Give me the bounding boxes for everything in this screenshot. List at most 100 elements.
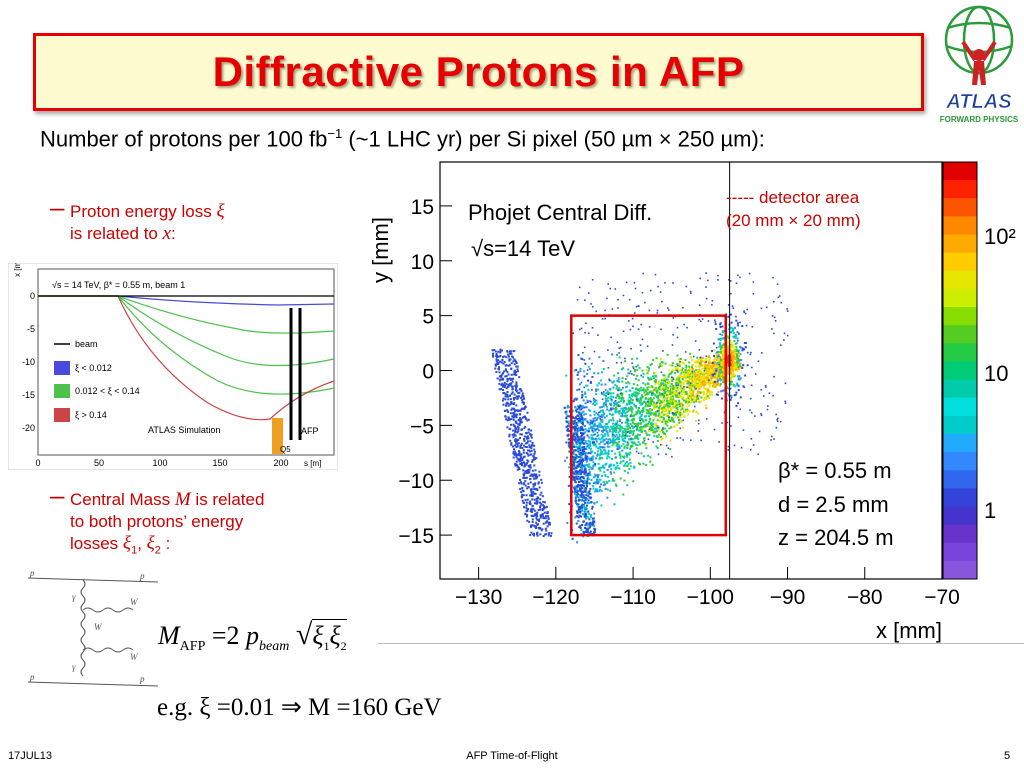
hit-point bbox=[658, 383, 661, 386]
hit-point bbox=[762, 395, 765, 397]
hit-point bbox=[675, 392, 678, 395]
hit-point bbox=[614, 383, 617, 386]
hit-point bbox=[523, 506, 526, 509]
hit-point bbox=[773, 375, 775, 378]
hit-point bbox=[514, 430, 517, 433]
hit-point bbox=[705, 272, 707, 274]
hit-point bbox=[523, 465, 526, 468]
hit-point bbox=[730, 396, 733, 399]
hit-point bbox=[585, 513, 588, 516]
simulation-credit: ATLAS Simulation bbox=[148, 425, 220, 435]
hit-point bbox=[645, 412, 648, 415]
hit-point bbox=[739, 396, 742, 399]
hit-point bbox=[705, 368, 708, 371]
hit-point bbox=[594, 444, 597, 447]
hit-point bbox=[645, 369, 648, 372]
hit-point bbox=[576, 512, 579, 515]
hit-point bbox=[662, 396, 665, 399]
hit-point bbox=[646, 345, 649, 348]
hit-point bbox=[614, 406, 617, 409]
hit-point bbox=[507, 378, 510, 381]
hit-point bbox=[613, 479, 616, 482]
hit-point bbox=[717, 361, 720, 364]
hit-point bbox=[637, 379, 640, 382]
hit-point bbox=[661, 361, 664, 364]
hit-point bbox=[586, 530, 589, 533]
hit-point bbox=[581, 390, 584, 393]
hit-point bbox=[646, 404, 649, 407]
hit-point bbox=[512, 373, 515, 376]
hit-point bbox=[589, 447, 592, 450]
colorbar-cell bbox=[943, 307, 977, 326]
hit-point bbox=[730, 425, 732, 427]
hit-point bbox=[645, 408, 648, 411]
hit-point bbox=[716, 381, 719, 384]
hit-point bbox=[683, 374, 686, 377]
hit-point bbox=[628, 468, 631, 471]
hit-point bbox=[638, 406, 641, 409]
hit-point bbox=[515, 389, 518, 392]
hit-point bbox=[737, 366, 740, 369]
hit-point bbox=[659, 384, 662, 387]
hit-point bbox=[722, 349, 725, 352]
hit-point bbox=[609, 402, 612, 405]
hit-point bbox=[665, 391, 668, 394]
hit-point bbox=[577, 519, 580, 522]
hit-point bbox=[651, 412, 654, 415]
hit-point bbox=[579, 432, 582, 435]
hit-point bbox=[539, 498, 542, 501]
hit-point bbox=[719, 355, 722, 358]
hit-point bbox=[740, 446, 743, 449]
hit-point bbox=[496, 363, 499, 366]
hit-point bbox=[582, 352, 584, 354]
hit-point bbox=[670, 409, 673, 412]
hit-point bbox=[501, 358, 504, 361]
hit-point bbox=[590, 420, 593, 423]
hit-point bbox=[786, 310, 789, 312]
hit-point bbox=[638, 305, 640, 307]
hit-point bbox=[635, 411, 638, 414]
hit-point bbox=[548, 523, 551, 526]
hit-point bbox=[668, 382, 671, 385]
hit-point bbox=[675, 403, 678, 406]
hit-point bbox=[681, 396, 684, 399]
hit-point bbox=[584, 396, 587, 399]
hit-point bbox=[642, 462, 645, 465]
hit-point bbox=[720, 366, 723, 369]
hit-point bbox=[501, 385, 504, 388]
hit-point bbox=[619, 426, 622, 429]
hit-point bbox=[506, 409, 509, 412]
hit-point bbox=[568, 422, 571, 425]
hit-point bbox=[589, 426, 592, 429]
hit-point bbox=[577, 405, 580, 408]
hit-point bbox=[510, 392, 513, 395]
hit-point bbox=[702, 374, 705, 377]
hit-point bbox=[713, 355, 716, 358]
hit-point bbox=[520, 453, 523, 456]
hit-point bbox=[652, 429, 655, 432]
hit-point bbox=[663, 404, 666, 407]
hit-point bbox=[602, 438, 605, 441]
hit-point bbox=[690, 390, 693, 393]
hit-point bbox=[615, 423, 618, 426]
hit-point bbox=[512, 411, 515, 414]
mass-formula: MAFP =2 pbeam √ξ1ξ2 bbox=[158, 618, 347, 655]
hit-point bbox=[649, 397, 652, 400]
hit-point bbox=[619, 418, 622, 421]
hit-point bbox=[607, 451, 610, 454]
hit-point bbox=[582, 520, 585, 523]
hit-point bbox=[596, 417, 599, 420]
hit-point bbox=[612, 425, 615, 428]
hit-point bbox=[659, 414, 662, 417]
hit-point bbox=[648, 309, 651, 312]
hit-point bbox=[514, 429, 517, 432]
hit-point bbox=[533, 456, 536, 459]
hit-point bbox=[729, 367, 732, 370]
hit-point bbox=[638, 401, 641, 404]
hit-point bbox=[580, 492, 583, 495]
hit-point bbox=[631, 393, 634, 396]
hit-point bbox=[673, 372, 676, 375]
hit-point bbox=[598, 478, 601, 481]
hit-point bbox=[641, 409, 644, 412]
hit-point bbox=[514, 371, 517, 374]
